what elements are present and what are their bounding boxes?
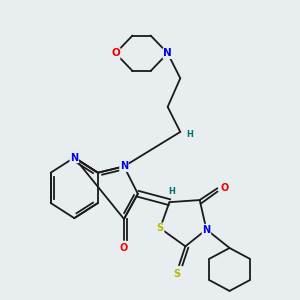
Text: H: H [168, 187, 175, 196]
Text: N: N [70, 153, 78, 163]
Text: H: H [186, 130, 193, 139]
Text: N: N [163, 48, 172, 58]
Text: O: O [111, 48, 120, 58]
Text: N: N [120, 161, 128, 171]
Text: O: O [120, 243, 128, 254]
Text: O: O [221, 183, 229, 193]
Text: N: N [202, 224, 211, 235]
Text: S: S [157, 223, 164, 233]
Text: S: S [173, 269, 181, 279]
